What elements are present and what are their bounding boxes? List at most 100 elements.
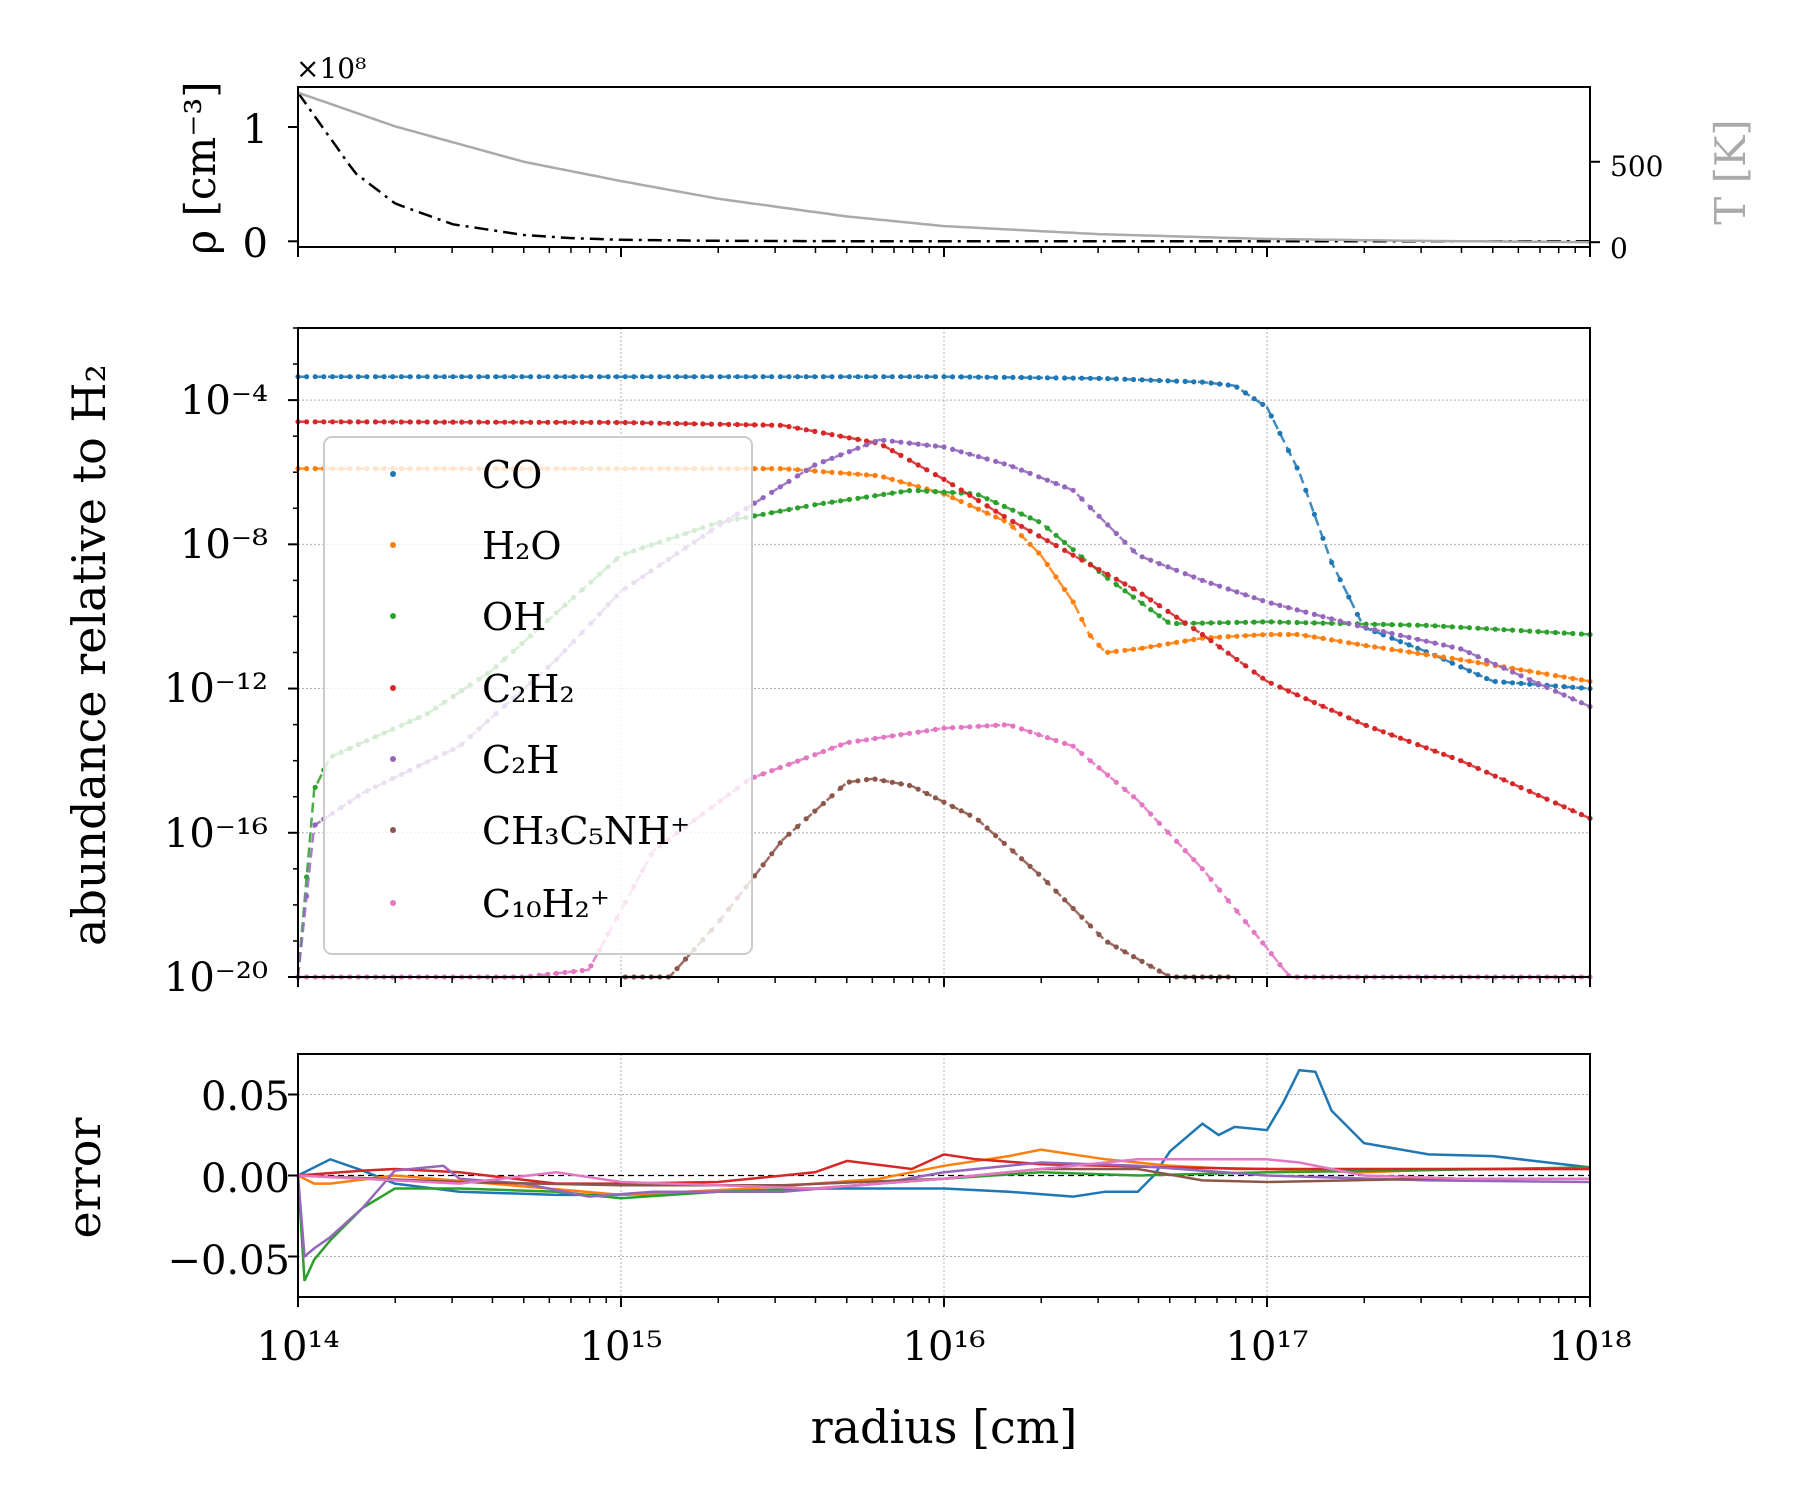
c-h-point bbox=[1208, 876, 1214, 883]
c-h-point bbox=[1096, 513, 1102, 519]
h-o-point bbox=[1578, 677, 1584, 683]
c-h-point bbox=[502, 419, 508, 425]
ch-c-nh-point bbox=[1148, 963, 1154, 969]
ch-c-nh-point bbox=[898, 781, 904, 787]
c-h-point bbox=[1501, 777, 1507, 783]
oh-point bbox=[1363, 621, 1369, 627]
co-point bbox=[390, 374, 396, 380]
c-h-point bbox=[1397, 632, 1404, 639]
c-h-point bbox=[1578, 811, 1584, 818]
h-o-point bbox=[1191, 636, 1197, 643]
oh-point bbox=[803, 503, 809, 509]
h-o-point bbox=[889, 476, 895, 482]
ch-c-nh-point bbox=[820, 800, 827, 807]
co-point bbox=[1105, 376, 1111, 382]
temperature-line bbox=[297, 91, 1591, 244]
c-h-point bbox=[803, 427, 809, 433]
c-h-point bbox=[1087, 505, 1093, 511]
c-h-point bbox=[1492, 661, 1498, 667]
c-h-point bbox=[364, 419, 370, 425]
c-h-point bbox=[777, 422, 783, 428]
c-h-point bbox=[1079, 750, 1085, 757]
c-h-point bbox=[786, 478, 792, 484]
h-o-point bbox=[751, 466, 758, 472]
c-h-point bbox=[476, 419, 482, 425]
co-point bbox=[416, 374, 422, 380]
co-point bbox=[838, 374, 844, 380]
h-o-point bbox=[1260, 632, 1266, 638]
oh-point bbox=[838, 498, 844, 504]
c-h-point bbox=[863, 737, 870, 743]
c-h-point bbox=[846, 449, 852, 455]
h-o-point bbox=[1018, 533, 1025, 539]
oh-point bbox=[924, 488, 930, 494]
oh-point bbox=[1535, 629, 1541, 635]
oh-point bbox=[1234, 619, 1240, 626]
ch-c-nh-point bbox=[769, 851, 775, 857]
oh-point bbox=[932, 489, 939, 495]
co-point bbox=[1570, 684, 1576, 690]
ch-c-nh-point bbox=[803, 816, 809, 822]
c-h-point bbox=[1113, 576, 1119, 582]
co-point bbox=[958, 374, 964, 380]
h-o-point bbox=[812, 468, 818, 474]
c-h-point bbox=[1260, 598, 1266, 604]
c-h-point bbox=[812, 428, 818, 434]
oh-point bbox=[769, 510, 775, 516]
h-o-point bbox=[863, 472, 870, 478]
c-h-point bbox=[820, 748, 827, 755]
c-h-point bbox=[967, 492, 973, 498]
h-o-point bbox=[1053, 574, 1059, 580]
h-o-point bbox=[1182, 638, 1188, 644]
co-point bbox=[1234, 384, 1240, 390]
oh-point bbox=[975, 492, 982, 498]
c-h-point bbox=[1199, 866, 1205, 872]
c-h-point bbox=[1466, 650, 1472, 656]
co-point bbox=[441, 374, 447, 380]
oh-point bbox=[1156, 613, 1162, 619]
c-h-point bbox=[1277, 962, 1283, 968]
oh-point bbox=[1165, 619, 1171, 625]
oh-point bbox=[1199, 620, 1205, 626]
h-o-point bbox=[1242, 633, 1249, 639]
oh-point bbox=[1285, 619, 1292, 625]
c-h-point bbox=[674, 420, 680, 427]
oh-point bbox=[1389, 622, 1395, 628]
h-o-point bbox=[786, 466, 792, 472]
c-h-point bbox=[803, 755, 809, 761]
co-point bbox=[1501, 679, 1507, 685]
c-h-point bbox=[1148, 597, 1154, 603]
co-point bbox=[1303, 487, 1309, 493]
c-h-error-line bbox=[296, 1161, 1591, 1260]
oh-point bbox=[889, 490, 895, 496]
c-h-point bbox=[1062, 484, 1068, 490]
c-h-point bbox=[1027, 729, 1033, 735]
co-point bbox=[1449, 660, 1455, 666]
c-h-point bbox=[1449, 754, 1455, 761]
co-point bbox=[545, 374, 551, 380]
co-point bbox=[1337, 577, 1343, 583]
c-h-point bbox=[1535, 792, 1541, 798]
c-h-point bbox=[1242, 663, 1249, 669]
oh-point bbox=[915, 488, 921, 494]
c-h-point bbox=[751, 422, 758, 428]
c-h-point bbox=[898, 732, 904, 738]
co-point bbox=[993, 374, 999, 380]
c-h-point bbox=[993, 722, 999, 728]
c-h-point bbox=[932, 472, 939, 478]
ch-c-nh-point bbox=[777, 840, 783, 846]
c-h-point bbox=[1208, 638, 1214, 644]
co-point bbox=[700, 374, 706, 380]
c-h-point bbox=[484, 419, 491, 425]
co-point bbox=[1578, 685, 1584, 691]
c-h-point bbox=[812, 462, 818, 468]
c-h-point bbox=[1406, 738, 1412, 745]
co-point bbox=[1320, 535, 1326, 541]
c-h-point bbox=[924, 728, 930, 734]
oh-point bbox=[1484, 626, 1490, 632]
co-point bbox=[1165, 378, 1171, 384]
c-h-point bbox=[1191, 857, 1197, 863]
h-o-point bbox=[760, 466, 766, 472]
co-point bbox=[743, 374, 749, 380]
co-point bbox=[553, 374, 560, 380]
